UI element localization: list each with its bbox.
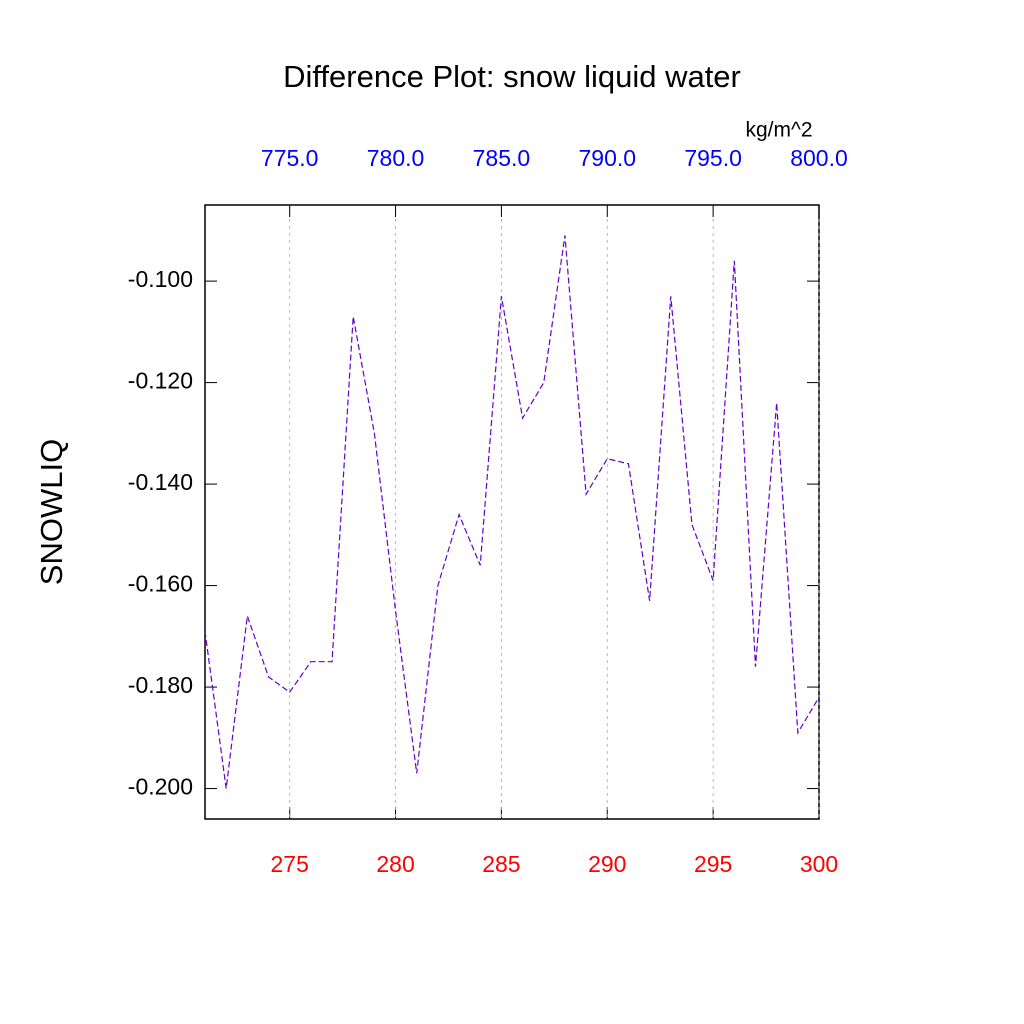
y-axis-label: SNOWLIQ: [34, 439, 69, 585]
y-tick-label: -0.140: [128, 469, 193, 495]
x2-tick-label: 780.0: [367, 145, 425, 171]
x-tick-label: 275: [271, 851, 309, 877]
x-tick-label: 295: [694, 851, 732, 877]
x2-tick-label: 795.0: [684, 145, 742, 171]
y-tick-label: -0.100: [128, 266, 193, 292]
plot-frame: [204, 204, 820, 820]
x2-tick-label: 785.0: [473, 145, 531, 171]
x-tick-label: 290: [588, 851, 626, 877]
y-tick-label: -0.160: [128, 571, 193, 597]
y-tick-label: -0.120: [128, 368, 193, 394]
data-line: [204, 235, 820, 789]
x2-tick-label: 775.0: [261, 145, 319, 171]
x2-tick-label: 800.0: [790, 145, 848, 171]
x-tick-label: 285: [482, 851, 520, 877]
chart-title: Difference Plot: snow liquid water: [283, 59, 741, 94]
y-tick-label: -0.180: [128, 672, 193, 698]
x-tick-label: 300: [800, 851, 838, 877]
x2-tick-label: 790.0: [578, 145, 636, 171]
x2-axis-label: kg/m^2: [745, 119, 812, 142]
x-tick-label: 280: [376, 851, 414, 877]
y-tick-label: -0.200: [128, 774, 193, 800]
